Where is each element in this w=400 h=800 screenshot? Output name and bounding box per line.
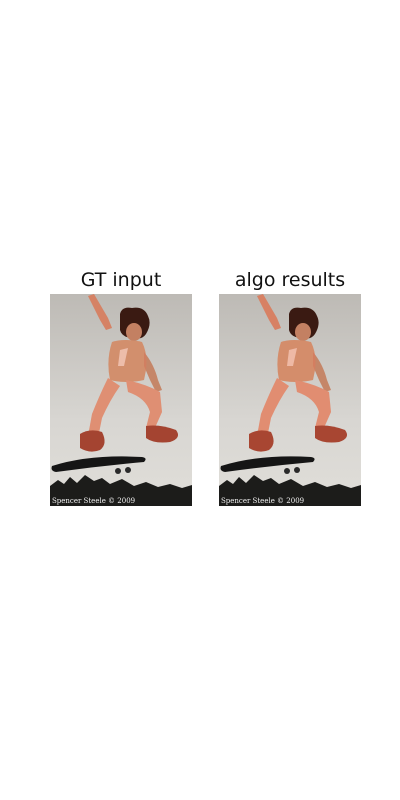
gt-input-photo: Spencer Steele © 2009 [50,294,192,506]
photo-credit: Spencer Steele © 2009 [221,497,304,505]
skateboard [51,456,146,474]
treeline [219,475,361,506]
segmentation-overlay [249,294,347,452]
gt-input-panel: GT input [50,266,192,506]
algo-results-photo: Spencer Steele © 2009 [219,294,361,506]
algo-results-panel: algo results [219,266,361,506]
segmentation-overlay [80,294,178,452]
skater-figure [80,294,178,452]
algo-results-title: algo results [234,269,346,291]
photo-credit: Spencer Steele © 2009 [52,497,135,505]
treeline [50,475,192,506]
gt-input-title: GT input [80,269,162,291]
skater-figure [249,294,347,452]
skateboard [220,456,315,474]
